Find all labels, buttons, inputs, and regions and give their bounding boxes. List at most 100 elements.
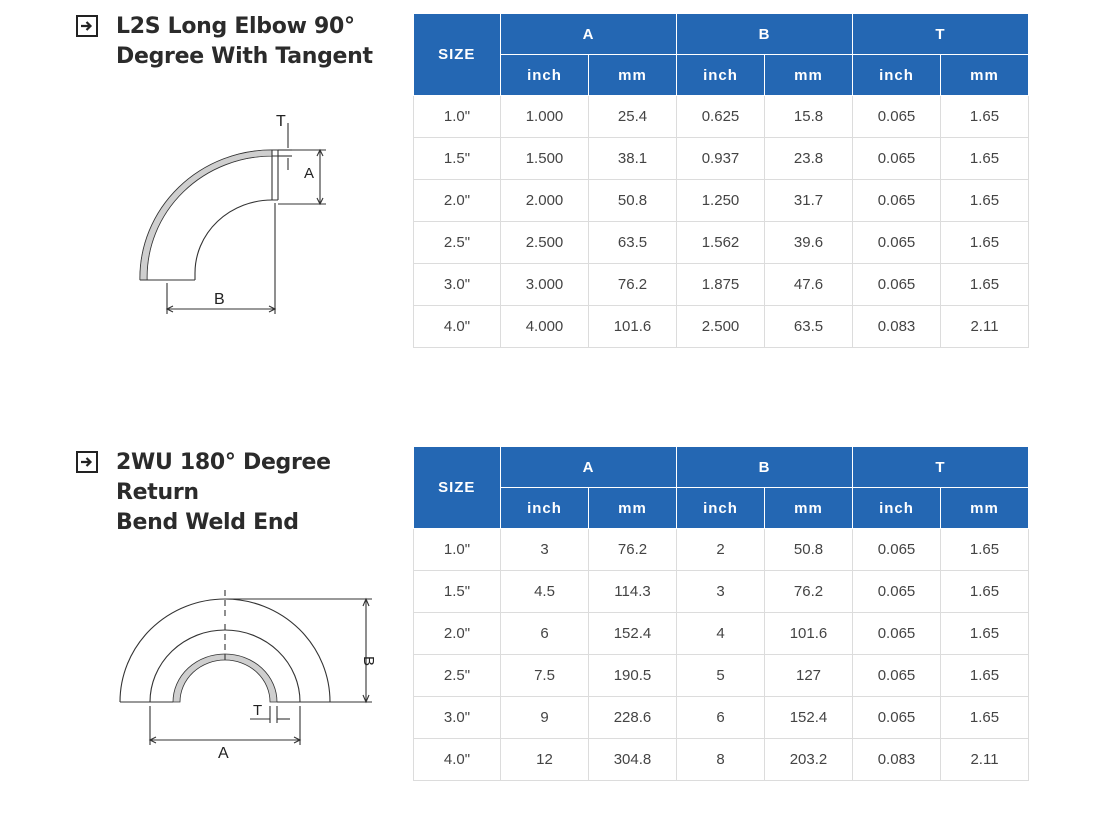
table-cell: 0.065 xyxy=(852,570,941,613)
table-cell: 101.6 xyxy=(764,612,853,655)
table-cell: 1.65 xyxy=(940,528,1029,571)
table-cell: 0.065 xyxy=(852,221,941,264)
table-cell: 50.8 xyxy=(764,528,853,571)
table-cell: 63.5 xyxy=(764,305,853,348)
table-cell: 0.065 xyxy=(852,654,941,697)
table-cell: 1.562 xyxy=(676,221,765,264)
table-cell: 4 xyxy=(676,612,765,655)
table-row: 1.5" 1.500 38.1 0.937 23.8 0.065 1.65 xyxy=(413,137,1029,180)
title-line-2: Bend Weld End xyxy=(116,510,299,535)
unit-header: inch xyxy=(500,487,589,529)
group-header-t: T xyxy=(852,13,1029,55)
table-row: 2.0" 2.000 50.8 1.250 31.7 0.065 1.65 xyxy=(413,179,1029,222)
unit-header: inch xyxy=(852,487,941,529)
diagram-label-b: B xyxy=(360,656,377,666)
group-header-a: A xyxy=(500,446,677,488)
table-cell: 152.4 xyxy=(588,612,677,655)
size-cell: 4.0" xyxy=(413,305,501,348)
table-cell: 1.65 xyxy=(940,570,1029,613)
table-cell: 2.500 xyxy=(500,221,589,264)
unit-header: mm xyxy=(764,54,853,96)
group-header-b: B xyxy=(676,13,853,55)
table-cell: 3 xyxy=(676,570,765,613)
table-row: 1.0" 3 76.2 2 50.8 0.065 1.65 xyxy=(413,528,1029,571)
table-cell: 0.937 xyxy=(676,137,765,180)
table-cell: 2.11 xyxy=(940,738,1029,781)
unit-header: mm xyxy=(940,487,1029,529)
table-cell: 2 xyxy=(676,528,765,571)
title-line-1: 2WU 180° Degree Return xyxy=(116,450,331,505)
table-cell: 114.3 xyxy=(588,570,677,613)
table-row: 2.0" 6 152.4 4 101.6 0.065 1.65 xyxy=(413,612,1029,655)
unit-header: inch xyxy=(676,487,765,529)
table-cell: 25.4 xyxy=(588,95,677,138)
table-cell: 63.5 xyxy=(588,221,677,264)
unit-header: inch xyxy=(676,54,765,96)
table-cell: 3 xyxy=(500,528,589,571)
table-cell: 1.250 xyxy=(676,179,765,222)
table-cell: 8 xyxy=(676,738,765,781)
unit-header: mm xyxy=(588,54,677,96)
table-row: 2.5" 7.5 190.5 5 127 0.065 1.65 xyxy=(413,654,1029,697)
table-cell: 2.000 xyxy=(500,179,589,222)
table-cell: 152.4 xyxy=(764,696,853,739)
table-cell: 4.5 xyxy=(500,570,589,613)
elbow-90-diagram: T A B xyxy=(139,113,326,314)
size-cell: 3.0" xyxy=(413,696,501,739)
table-row: 1.0" 1.000 25.4 0.625 15.8 0.065 1.65 xyxy=(413,95,1029,138)
size-cell: 1.0" xyxy=(413,528,501,571)
table-cell: 1.65 xyxy=(940,696,1029,739)
table-cell: 7.5 xyxy=(500,654,589,697)
size-cell: 2.0" xyxy=(413,179,501,222)
table-cell: 190.5 xyxy=(588,654,677,697)
table-cell: 15.8 xyxy=(764,95,853,138)
unit-header: inch xyxy=(852,54,941,96)
table-cell: 203.2 xyxy=(764,738,853,781)
table-row: 1.5" 4.5 114.3 3 76.2 0.065 1.65 xyxy=(413,570,1029,613)
section-heading: L2S Long Elbow 90° Degree With Tangent xyxy=(76,12,406,72)
spec-table: SIZE A B T inch mm inch mm inch mm 1.0" … xyxy=(413,13,1029,348)
size-cell: 2.0" xyxy=(413,612,501,655)
section-heading: 2WU 180° Degree Return Bend Weld End xyxy=(76,448,406,538)
table-cell: 5 xyxy=(676,654,765,697)
table-row: 3.0" 9 228.6 6 152.4 0.065 1.65 xyxy=(413,696,1029,739)
table-cell: 38.1 xyxy=(588,137,677,180)
table-cell: 0.065 xyxy=(852,137,941,180)
table-cell: 6 xyxy=(500,612,589,655)
table-cell: 76.2 xyxy=(588,263,677,306)
unit-header: mm xyxy=(940,54,1029,96)
table-cell: 0.065 xyxy=(852,612,941,655)
unit-header: mm xyxy=(764,487,853,529)
section-title: 2WU 180° Degree Return Bend Weld End xyxy=(116,448,406,538)
diagram-label-a: A xyxy=(304,165,314,182)
table-cell: 50.8 xyxy=(588,179,677,222)
table-cell: 6 xyxy=(676,696,765,739)
table-cell: 101.6 xyxy=(588,305,677,348)
table-cell: 0.625 xyxy=(676,95,765,138)
table-cell: 1.000 xyxy=(500,95,589,138)
size-header: SIZE xyxy=(413,13,501,96)
table-row: 4.0" 12 304.8 8 203.2 0.083 2.11 xyxy=(413,738,1029,781)
table-cell: 127 xyxy=(764,654,853,697)
table-cell: 4.000 xyxy=(500,305,589,348)
table-cell: 304.8 xyxy=(588,738,677,781)
table-cell: 1.65 xyxy=(940,179,1029,222)
table-cell: 1.65 xyxy=(940,95,1029,138)
group-header-b: B xyxy=(676,446,853,488)
table-cell: 76.2 xyxy=(764,570,853,613)
table-cell: 0.065 xyxy=(852,528,941,571)
table-cell: 0.065 xyxy=(852,179,941,222)
table-cell: 31.7 xyxy=(764,179,853,222)
section-title: L2S Long Elbow 90° Degree With Tangent xyxy=(116,12,406,72)
table-cell: 1.65 xyxy=(940,263,1029,306)
table-cell: 1.65 xyxy=(940,654,1029,697)
table-cell: 47.6 xyxy=(764,263,853,306)
unit-header: inch xyxy=(500,54,589,96)
table-cell: 1.500 xyxy=(500,137,589,180)
table-cell: 0.065 xyxy=(852,95,941,138)
title-line-2: Degree With Tangent xyxy=(116,44,373,69)
table-cell: 1.65 xyxy=(940,221,1029,264)
diagram-label-b: B xyxy=(214,291,225,308)
table-cell: 2.11 xyxy=(940,305,1029,348)
unit-header: mm xyxy=(588,487,677,529)
